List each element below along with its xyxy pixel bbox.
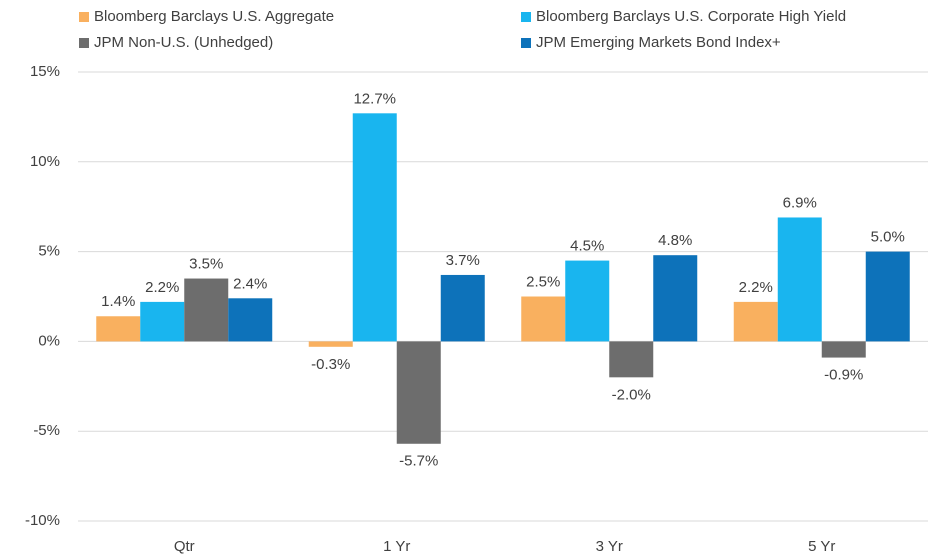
- bar: [352, 113, 397, 342]
- data-label: -2.0%: [612, 386, 651, 403]
- data-label: -0.3%: [311, 356, 350, 373]
- y-tick-label: 15%: [30, 63, 60, 80]
- data-label: 4.8%: [658, 232, 692, 249]
- data-label: 3.5%: [189, 256, 223, 273]
- data-label: -0.9%: [824, 367, 863, 384]
- data-label: 4.5%: [570, 238, 604, 255]
- y-tick-label: -5%: [33, 422, 60, 439]
- legend-swatch: [521, 38, 531, 48]
- y-tick-label: 10%: [30, 153, 60, 170]
- bar: [821, 341, 866, 358]
- data-label: 2.2%: [739, 279, 773, 296]
- data-label: 12.7%: [353, 90, 396, 107]
- bar: [865, 251, 910, 342]
- data-label: 2.4%: [233, 275, 267, 292]
- legend-label: Bloomberg Barclays U.S. Corporate High Y…: [536, 8, 846, 25]
- legend-swatch: [521, 12, 531, 22]
- bar: [184, 278, 229, 342]
- data-label: 1.4%: [101, 293, 135, 310]
- data-label: 5.0%: [871, 229, 905, 246]
- legend-label: JPM Emerging Markets Bond Index+: [536, 34, 781, 51]
- y-tick-label: 5%: [38, 243, 60, 260]
- legend-swatch: [79, 12, 89, 22]
- data-label: 2.5%: [526, 273, 560, 290]
- bar: [140, 301, 185, 342]
- legend-label: Bloomberg Barclays U.S. Aggregate: [94, 8, 334, 25]
- bar: [440, 274, 485, 342]
- legend-swatch: [79, 38, 89, 48]
- data-label: 6.9%: [783, 194, 817, 211]
- bar: [653, 255, 698, 342]
- data-label: 2.2%: [145, 279, 179, 296]
- bar: [96, 316, 141, 342]
- bar: [521, 296, 566, 342]
- data-label: -5.7%: [399, 453, 438, 470]
- bar: [609, 341, 654, 378]
- bar: [733, 301, 778, 342]
- bar: [228, 298, 273, 342]
- data-label: 3.7%: [446, 252, 480, 269]
- x-tick-label: Qtr: [174, 538, 195, 555]
- x-tick-label: 5 Yr: [808, 538, 835, 555]
- bar: [308, 341, 353, 347]
- bar: [777, 217, 822, 342]
- bar: [565, 260, 610, 342]
- y-tick-label: -10%: [25, 512, 60, 529]
- bar: [396, 341, 441, 444]
- legend-label: JPM Non-U.S. (Unhedged): [94, 34, 273, 51]
- x-tick-label: 3 Yr: [596, 538, 623, 555]
- x-tick-label: 1 Yr: [383, 538, 410, 555]
- y-tick-label: 0%: [38, 332, 60, 349]
